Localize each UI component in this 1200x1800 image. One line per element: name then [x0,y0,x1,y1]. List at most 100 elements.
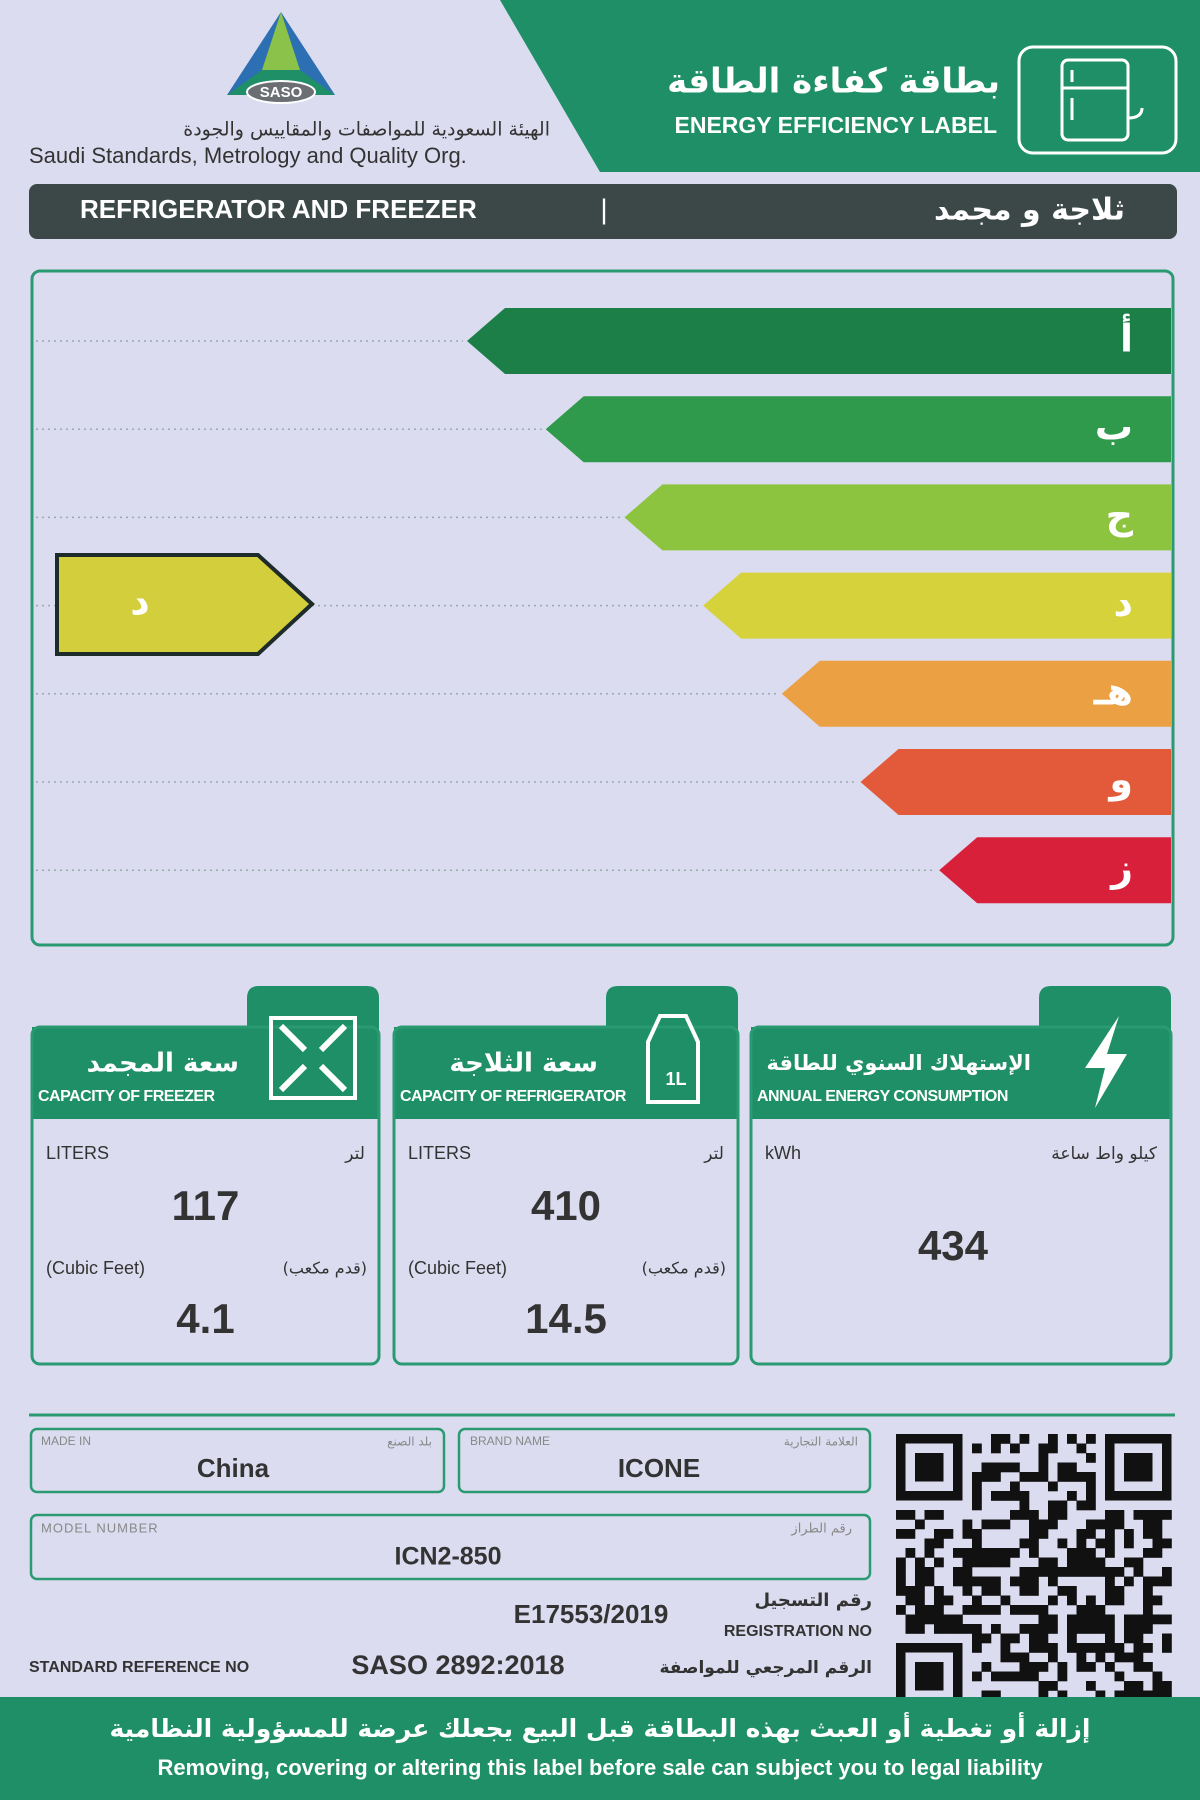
qr-module [1086,1681,1096,1691]
qr-module [896,1529,906,1539]
model-label-arabic: رقم الطراز [790,1522,852,1537]
qr-module [1143,1548,1153,1558]
qr-module [972,1557,982,1568]
qr-module [943,1595,954,1606]
qr-module [1105,1538,1115,1549]
qr-module [1086,1614,1096,1625]
secondary-unit-arabic: (قدم مكعب) [642,1259,726,1278]
qr-module [1029,1662,1039,1672]
qr-module [915,1586,925,1596]
qr-module [991,1491,1001,1501]
qr-module [1057,1690,1068,1701]
qr-module [1048,1576,1058,1587]
panel-frame [749,1025,1173,1366]
qr-module [1152,1519,1163,1530]
qr-module [953,1576,963,1587]
qr-module [1152,1595,1163,1606]
qr-module [1076,1662,1087,1672]
qr-module [1114,1510,1125,1520]
qr-module [934,1586,944,1596]
registration-label-arabic: رقم التسجيل [754,1590,872,1611]
qr-module [1038,1662,1049,1672]
qr-module [1038,1605,1049,1615]
qr-module [972,1472,982,1482]
qr-code [896,1434,1172,1710]
qr-module [1067,1614,1077,1625]
qr-finder-core [1124,1453,1153,1482]
qr-module [1019,1510,1030,1520]
qr-module [1010,1481,1020,1492]
qr-module [1076,1643,1087,1653]
qr-module [1019,1586,1030,1596]
qr-module [905,1624,916,1634]
qr-module [962,1567,973,1577]
secondary-unit-english: (Cubic Feet) [408,1258,507,1278]
qr-module [962,1519,973,1530]
unit-arabic: لتر [344,1144,365,1164]
qr-module [1162,1614,1172,1625]
model-box [29,1513,872,1581]
qr-module [1152,1510,1163,1520]
qr-module [972,1576,982,1587]
qr-module [972,1633,982,1644]
qr-module [1124,1681,1134,1691]
qr-module [1143,1576,1153,1587]
qr-module [1086,1529,1096,1539]
qr-module [1105,1643,1115,1653]
qr-module [1057,1662,1068,1672]
qr-module [1048,1624,1058,1634]
qr-module [972,1500,982,1511]
qr-module [1133,1681,1144,1691]
footer-band [0,1697,1200,1800]
qr-module [1057,1472,1068,1482]
qr-module [1057,1567,1068,1577]
qr-module [1029,1519,1039,1530]
qr-module [1086,1595,1096,1606]
qr-module [1143,1662,1153,1672]
unit-arabic: لتر [703,1144,724,1164]
qr-module [1086,1519,1096,1530]
freezer-icon [269,1016,357,1100]
qr-module [896,1605,906,1615]
qr-module [1143,1643,1153,1653]
qr-module [915,1557,925,1568]
qr-module [1067,1472,1077,1482]
qr-module [1095,1538,1106,1549]
qr-module [1124,1652,1134,1663]
standard-label: STANDARD REFERENCE NO [29,1659,249,1676]
qr-module [1095,1643,1106,1653]
qr-module [1048,1652,1058,1663]
qr-module [991,1605,1001,1615]
qr-module [1114,1567,1125,1577]
qr-module [924,1510,935,1520]
qr-module [943,1529,954,1539]
qr-module [1067,1633,1077,1644]
qr-module [1105,1662,1115,1672]
qr-module [1143,1586,1153,1596]
carton-icon-text: 1L [665,1069,686,1089]
qr-module [991,1586,1001,1596]
qr-module [1124,1557,1134,1568]
qr-module [1114,1643,1125,1653]
brand-label: BRAND NAME [470,1434,550,1448]
class-arrow [545,396,1171,463]
freezer-icon-arrow [318,1063,348,1093]
standard-value: SASO 2892:2018 [351,1650,564,1680]
qr-module [1143,1529,1153,1539]
qr-module [1048,1481,1058,1492]
qr-module [1124,1529,1134,1539]
qr-module [934,1614,944,1625]
qr-module [1105,1519,1115,1530]
class-label: أ [1120,314,1133,361]
qr-module [1152,1538,1163,1549]
qr-module [1048,1567,1058,1577]
qr-module [1000,1557,1011,1568]
qr-module [1048,1557,1058,1568]
qr-module [924,1614,935,1625]
qr-module [972,1595,982,1606]
org-english: Saudi Standards, Metrology and Quality O… [29,143,467,168]
qr-module [1029,1605,1039,1615]
qr-module [981,1472,992,1482]
qr-module [1038,1519,1049,1530]
freezer-icon-arrow [318,1023,348,1053]
